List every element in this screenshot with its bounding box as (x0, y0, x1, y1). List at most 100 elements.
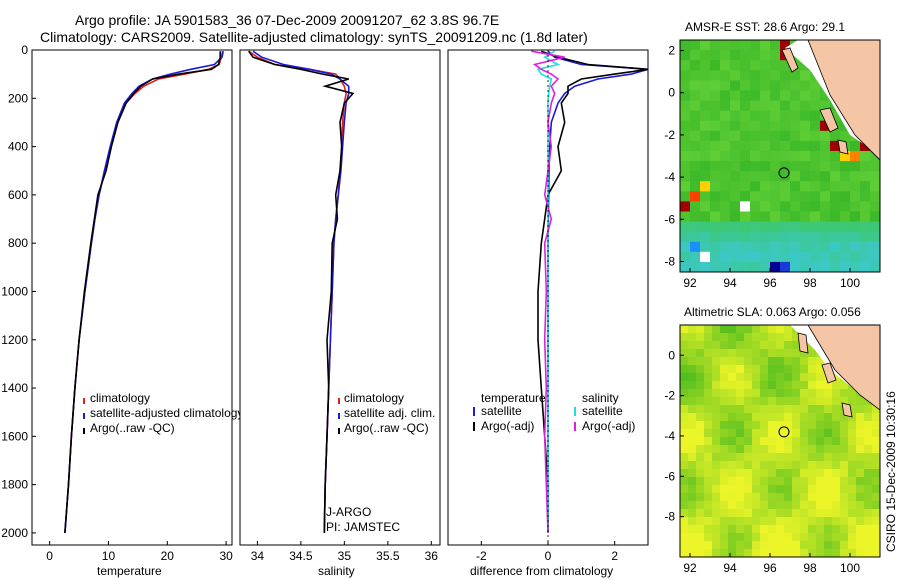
sla-cell (728, 445, 737, 454)
sla-cell (752, 405, 761, 414)
sst-cell (710, 150, 721, 162)
sla-cell (736, 405, 745, 414)
sla-cell (712, 509, 721, 518)
sla-cell (872, 413, 880, 422)
sla-cell (712, 333, 721, 342)
sla-cell (856, 509, 865, 518)
sla-cell (816, 461, 825, 470)
sst-cell-anomaly (840, 150, 850, 162)
sla-cell (712, 549, 721, 557)
sla-cell (752, 421, 761, 430)
sla-cell (832, 549, 841, 557)
sst-cell (830, 221, 841, 233)
sla-cell (784, 469, 793, 478)
sla-cell (712, 525, 721, 534)
sla-cell (704, 533, 713, 542)
sst-cell (710, 211, 721, 223)
sla-cell (784, 533, 793, 542)
sla-cell (736, 349, 745, 358)
sla-cell (800, 549, 809, 557)
sla-cell (720, 405, 729, 414)
sla-cell (776, 437, 785, 446)
sla-cell (792, 493, 801, 502)
sla-cell (776, 533, 785, 542)
sst-cell (870, 251, 880, 263)
sla-cell (712, 461, 721, 470)
sla-cell (704, 429, 713, 438)
legend-label-sat: satellite-adjusted climatology (90, 406, 243, 420)
sla-cell (832, 389, 841, 398)
sla-cell (744, 469, 753, 478)
x-tick-label: 35 (338, 549, 352, 563)
sla-cell (760, 445, 769, 454)
sla-cell (856, 397, 865, 406)
sla-cell (784, 357, 793, 366)
sst-cell (710, 261, 721, 272)
sla-cell (864, 533, 873, 542)
sla-cell (848, 541, 857, 550)
sst-cell (830, 171, 841, 182)
sla-cell (736, 397, 745, 406)
sst-cell (720, 150, 731, 162)
sla-cell (800, 469, 809, 478)
sla-map-title: Altimetric SLA: 0.063 Argo: 0.056 (684, 305, 861, 319)
sst-cell (770, 120, 781, 132)
sla-cell (760, 357, 769, 366)
sla-cell (712, 541, 721, 550)
sst-cell (720, 120, 731, 132)
sst-cell (720, 201, 731, 212)
sla-cell (840, 397, 849, 406)
sla-cell (760, 533, 769, 542)
sst-cell (700, 80, 711, 91)
sla-cell (752, 517, 761, 526)
sst-cell (810, 150, 821, 162)
sla-cell (864, 501, 873, 510)
sla-cell (720, 517, 729, 526)
sla-cell (688, 525, 697, 534)
sla-cell (816, 373, 825, 382)
sla-cell (808, 389, 817, 398)
sla-cell (800, 381, 809, 390)
sst-cell (750, 161, 761, 172)
sla-cell (792, 549, 801, 557)
sla-cell (768, 341, 777, 350)
sla-cell (728, 501, 737, 510)
sla-cell (856, 477, 865, 486)
sla-cell (824, 461, 833, 470)
sla-cell (704, 413, 713, 422)
sst-cell (680, 191, 691, 202)
sla-cell (872, 485, 880, 494)
sst-cell (800, 241, 811, 253)
sst-cell (710, 171, 721, 182)
sst-cell (690, 161, 701, 172)
sst-cell (770, 70, 781, 81)
sla-cell (744, 365, 753, 374)
sla-cell (712, 373, 721, 382)
sla-cell (832, 469, 841, 478)
temperature-legend: climatology satellite-adjusted climatolo… (83, 391, 243, 435)
sla-cell (832, 533, 841, 542)
sla-cell (848, 453, 857, 462)
sla-cell (752, 493, 761, 502)
sla-cell (680, 405, 689, 414)
sla-cell (840, 421, 849, 430)
sst-cell (800, 201, 811, 212)
sla-cell (768, 477, 777, 486)
sla-cell (760, 493, 769, 502)
sst-cell (720, 161, 731, 172)
sla-cell (680, 349, 689, 358)
sla-cell (688, 469, 697, 478)
sla-cell (688, 397, 697, 406)
sla-cell (720, 373, 729, 382)
sla-cell (744, 517, 753, 526)
sla-cell (832, 541, 841, 550)
sla-cell (856, 429, 865, 438)
sla-cell (696, 429, 705, 438)
sla-cell (776, 469, 785, 478)
sst-cell (740, 50, 751, 61)
sla-cell (776, 453, 785, 462)
sst-cell (800, 231, 811, 243)
map-y-tick-label: -6 (664, 212, 675, 226)
sst-cell (750, 90, 761, 102)
sla-cell (856, 421, 865, 430)
